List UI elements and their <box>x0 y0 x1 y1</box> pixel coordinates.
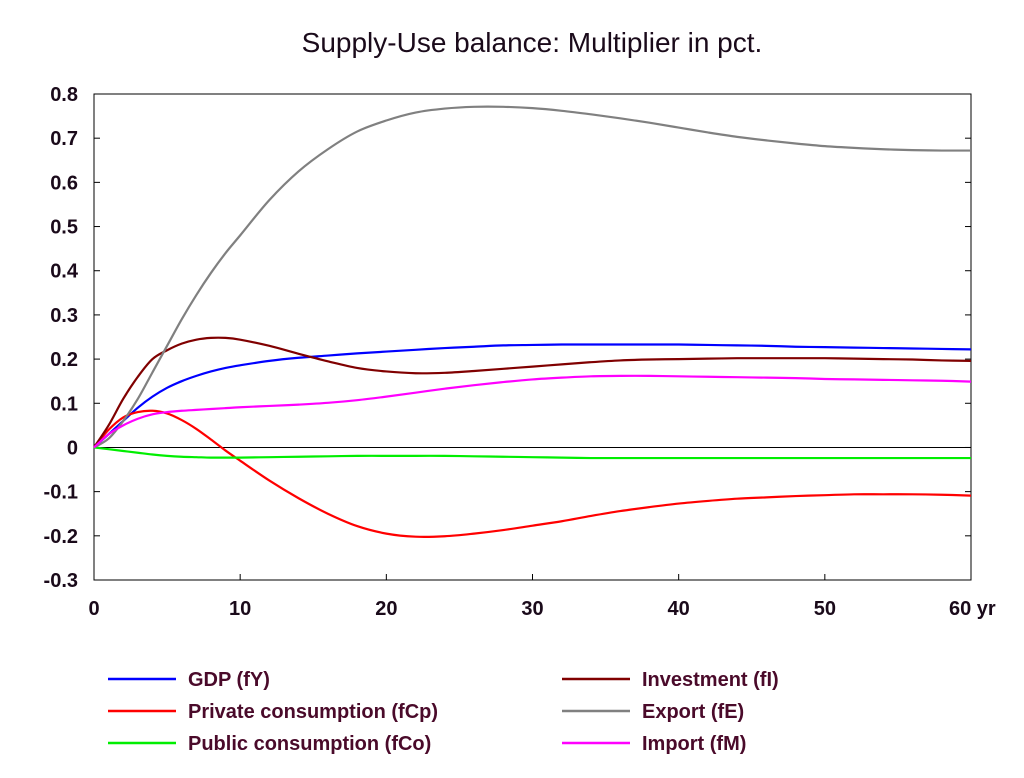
series-line <box>93 336 972 449</box>
y-tick-label: 0.5 <box>50 217 78 239</box>
y-tick-label: 0 <box>67 437 78 459</box>
x-axis: 0 10 20 30 40 50 60 yr <box>88 574 996 620</box>
y-tick-label: 0.4 <box>50 261 79 283</box>
chart-title: Supply-Use balance: Multiplier in pct. <box>302 27 763 58</box>
y-tick-label: 0.7 <box>50 128 78 150</box>
y-tick-label: 0.1 <box>50 393 78 415</box>
y-tick-label: 0.8 <box>50 84 78 106</box>
legend-label: Investment (fI) <box>642 669 779 691</box>
legend: GDP (fY) Private consumption (fCp) Public … <box>108 669 779 755</box>
legend-label: Public consumption (fCo) <box>188 733 431 755</box>
y-tick-label: 0.2 <box>50 349 78 371</box>
legend-label: GDP (fY) <box>188 669 270 691</box>
y-tick-label: 0.6 <box>50 172 78 194</box>
legend-label: Private consumption (fCp) <box>188 701 438 723</box>
x-tick-label: 30 <box>521 598 543 620</box>
series-line <box>93 105 972 449</box>
y-tick-label: -0.3 <box>44 570 78 592</box>
y-tick-label: -0.1 <box>44 482 78 504</box>
legend-label: Export (fE) <box>642 701 744 723</box>
x-tick-label: 20 <box>375 598 397 620</box>
y-tick-label: -0.2 <box>44 526 78 548</box>
x-tick-label: 40 <box>668 598 690 620</box>
x-tick-label: 50 <box>814 598 836 620</box>
legend-label: Import (fM) <box>642 733 746 755</box>
y-axis: -0.3 -0.2 -0.1 0 0.1 0.2 0.3 0.4 0.5 0.6 0.7 0.8 <box>44 84 971 592</box>
x-tick-label: 10 <box>229 598 251 620</box>
y-tick-label: 0.3 <box>50 305 78 327</box>
series-line <box>93 374 972 449</box>
series-line <box>93 409 972 538</box>
series-line <box>93 446 971 460</box>
series-line <box>93 343 972 449</box>
x-tick-label: 0 <box>88 598 99 620</box>
x-tick-label: 60 yr <box>949 598 996 620</box>
series-lines <box>93 105 972 538</box>
